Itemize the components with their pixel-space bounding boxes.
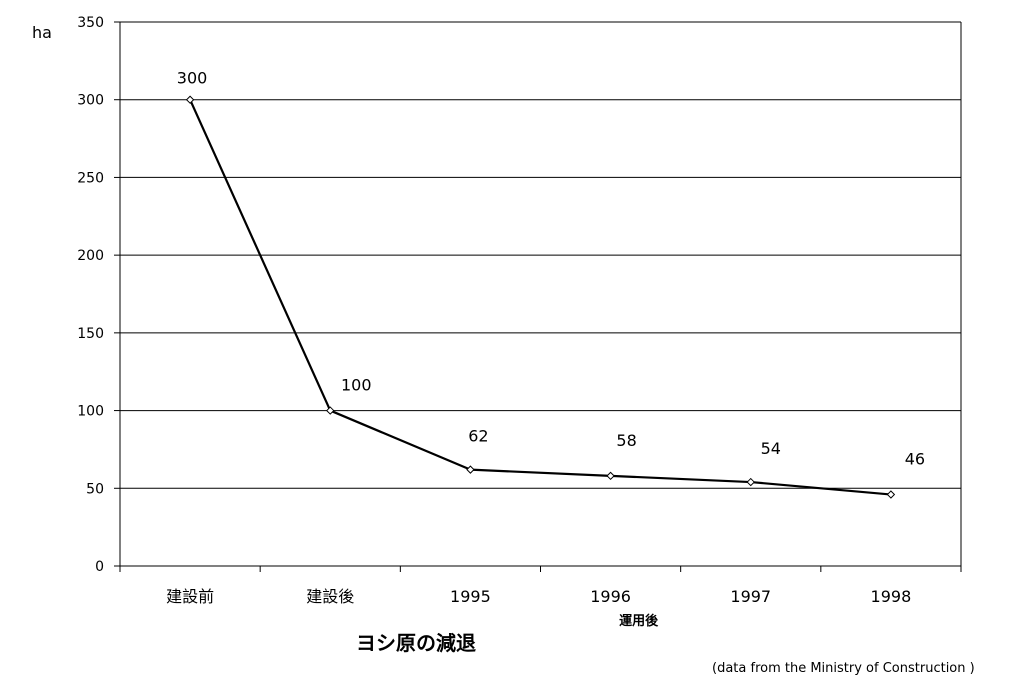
x-tick-label: 1995 [450,587,491,606]
data-point-marker [746,477,755,487]
data-point-marker [886,490,896,499]
series [185,95,896,499]
data-label: 46 [905,450,925,469]
y-tick-label: 250 [77,170,104,186]
x-tick-label: 建設前 [166,587,214,606]
source-note: (data from the Ministry of Construction … [712,661,975,676]
y-tick-label: 300 [77,93,104,109]
data-label: 62 [468,427,488,446]
x-tick-labels: 建設前 建設後 1995 1996 1997 1998 [166,587,911,606]
gridlines [120,21,961,489]
data-label: 300 [177,69,208,88]
data-label: 54 [761,439,781,458]
data-label: 58 [616,431,636,450]
x-tick-label: 1997 [730,587,771,606]
data-label: 100 [341,376,372,395]
data-point-marker [326,406,335,415]
data-point-marker [466,465,475,474]
y-tick-label: 0 [95,559,104,575]
x-tick-label: 1996 [590,587,631,606]
axes [114,21,962,572]
data-point-marker [606,471,615,481]
data-labels: 300 100 62 58 54 46 [177,69,925,469]
series-line [189,99,892,496]
data-point-marker [185,95,195,104]
chart-title: ヨシ原の減退 [356,631,476,655]
y-axis-unit-label: ha [32,23,52,42]
y-tick-labels: 0 50 100 150 200 250 300 350 [77,15,104,575]
y-tick-label: 350 [77,15,104,31]
x-tick-label: 建設後 [306,587,354,606]
y-tick-label: 150 [77,326,104,342]
category-group-label: 運用後 [619,613,659,629]
y-tick-label: 100 [77,404,104,420]
x-tick-label: 1998 [871,587,912,606]
y-tick-label: 50 [86,481,104,497]
y-tick-label: 200 [77,248,104,264]
